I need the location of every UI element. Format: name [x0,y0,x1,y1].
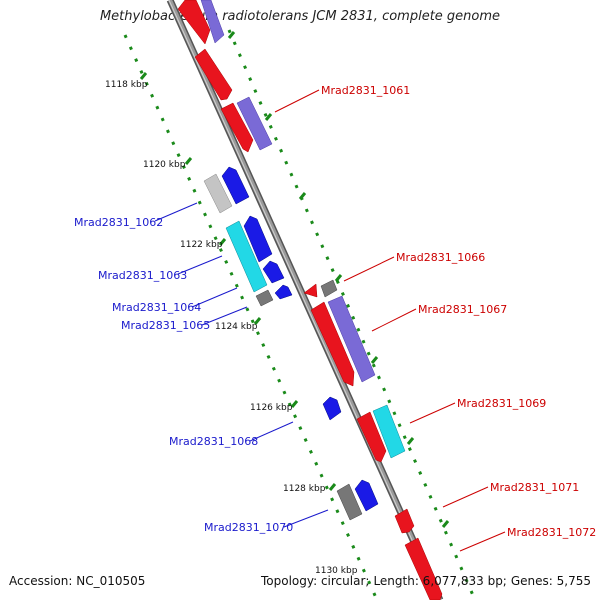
gene-arrow[interactable] [200,0,225,44]
leader-line [343,256,395,282]
major-tick [328,483,337,491]
gene-label[interactable]: Mrad2831_1062 [74,216,163,229]
genome-summary: Topology: circular; Length: 6,077,833 bp;… [261,574,591,588]
gene-arrow[interactable] [322,396,342,421]
gene-arrow[interactable] [194,48,233,101]
forward-gene-labels: Mrad2831_1061 Mrad2831_1066 Mrad2831_106… [321,84,596,539]
gene-label[interactable]: Mrad2831_1072 [507,526,596,539]
major-tick [334,274,343,282]
scale-label: 1128 kbp [283,484,326,494]
major-tick [227,31,236,39]
leader-line [442,486,489,508]
leader-line [274,89,320,113]
gene-arrow[interactable] [404,537,443,600]
length-text: Length: 6,077,833 bp; [373,574,507,588]
gene-arrow[interactable] [220,102,254,153]
gene-arrow[interactable] [236,96,273,151]
leader-line [409,402,456,424]
leader-line [459,531,506,552]
reverse-gene-labels: Mrad2831_1062 Mrad2831_1063 Mrad2831_106… [74,216,293,534]
scale-labels: 1118 kbp 1120 kbp 1122 kbp 1124 kbp 1126… [105,80,358,576]
genome-backbone [166,0,444,600]
accession-text: Accession: NC_010505 [9,574,146,588]
gene-arrow[interactable] [203,173,233,214]
tick-guides [123,29,477,600]
gene-arrow[interactable] [354,479,379,512]
gene-arrow[interactable] [303,283,318,298]
leader-line [283,509,329,528]
major-tick [218,238,227,246]
gene-label[interactable]: Mrad2831_1070 [204,521,293,534]
leader-line [249,421,294,442]
major-tick [290,400,299,408]
gene-arrow[interactable] [310,301,355,387]
genes-count-text: Genes: 5,755 [510,574,591,588]
major-tick [139,72,148,80]
gene-arrow[interactable] [243,215,273,263]
gene-arrow[interactable] [320,279,338,298]
gene-arrow[interactable] [177,0,211,45]
scale-label: 1118 kbp [105,80,148,90]
gene-label[interactable]: Mrad2831_1071 [490,481,579,494]
gene-arrow[interactable] [394,508,415,534]
gene-arrow[interactable] [336,483,363,521]
leader-line [154,202,198,222]
gene-arrow[interactable] [356,411,387,463]
gene-label[interactable]: Mrad2831_1066 [396,251,485,264]
gene-arrow[interactable] [372,404,406,459]
scale-label: 1126 kbp [250,403,293,413]
reverse-strand-features [203,166,379,521]
major-tick [441,520,450,528]
gene-label[interactable]: Mrad2831_1064 [112,301,201,314]
gene-arrow[interactable] [327,295,376,383]
leader-line [201,306,248,326]
major-tick [406,437,415,445]
major-tick [184,157,193,165]
scale-label: 1124 kbp [215,322,258,332]
gene-label[interactable]: Mrad2831_1065 [121,319,210,332]
leader-line [191,287,238,308]
forward-strand-features [177,0,443,600]
gene-label[interactable]: Mrad2831_1069 [457,397,546,410]
scale-label: 1130 kbp [315,566,358,576]
gene-arrow[interactable] [262,260,285,284]
scale-label: 1122 kbp [180,240,223,250]
leader-line [177,255,223,275]
gene-arrow[interactable] [225,220,268,293]
major-tick [298,192,307,200]
gene-label[interactable]: Mrad2831_1068 [169,435,258,448]
gene-arrow[interactable] [255,289,274,307]
leader-line [371,308,417,332]
major-tick [253,317,262,325]
gene-arrow[interactable] [221,166,250,205]
major-tick [264,113,273,121]
gene-arrow[interactable] [274,284,293,300]
gene-label[interactable]: Mrad2831_1063 [98,269,187,282]
label-leader-lines [154,89,506,552]
scale-label: 1120 kbp [143,160,186,170]
gene-label[interactable]: Mrad2831_1067 [418,303,507,316]
gene-label[interactable]: Mrad2831_1061 [321,84,410,97]
topology-text: Topology: circular; [260,574,370,588]
major-tick [370,356,379,364]
